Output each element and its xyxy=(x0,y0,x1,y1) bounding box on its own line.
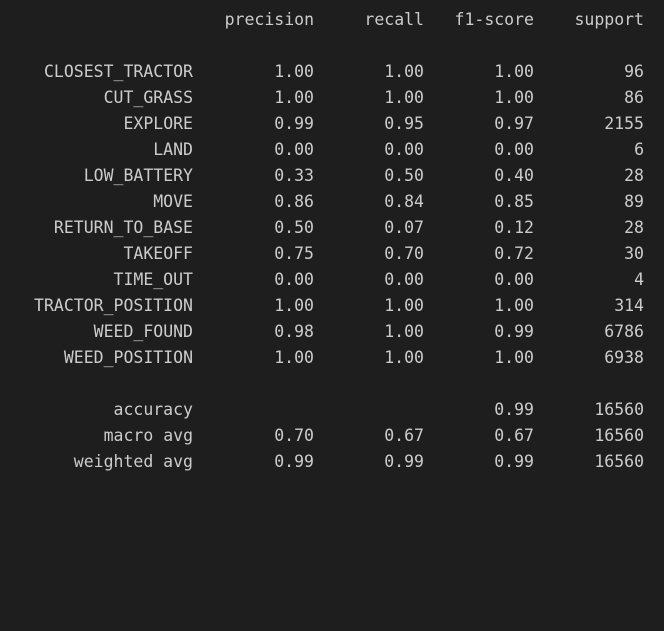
recall-value: 0.84 xyxy=(384,192,424,211)
f1-score-value: 0.99 xyxy=(494,400,534,419)
row-label: WEED_FOUND xyxy=(93,322,193,341)
recall-value: 1.00 xyxy=(384,348,424,367)
row-label: TAKEOFF xyxy=(123,244,193,263)
row-label: CLOSEST_TRACTOR xyxy=(43,62,193,81)
precision-value: 1.00 xyxy=(274,296,314,315)
f1-score-value: 1.00 xyxy=(494,296,534,315)
row-label: WEED_POSITION xyxy=(63,348,193,367)
table-row: WEED_POSITION 1.00 1.00 1.00 6938 xyxy=(0,345,664,371)
support-value: 4 xyxy=(634,270,644,289)
support-value: 16560 xyxy=(594,452,644,471)
recall-value: 0.99 xyxy=(384,452,424,471)
row-label: TIME_OUT xyxy=(113,270,193,289)
recall-value xyxy=(320,397,424,423)
precision-value: 0.99 xyxy=(274,114,314,133)
support-value: 30 xyxy=(624,244,644,263)
support-value: 6786 xyxy=(604,322,644,341)
table-row: TAKEOFF 0.75 0.70 0.72 30 xyxy=(0,241,664,267)
recall-value: 0.00 xyxy=(384,270,424,289)
support-value: 16560 xyxy=(594,426,644,445)
weighted-avg-row: weighted avg 0.99 0.99 0.99 16560 xyxy=(0,449,664,475)
row-label: macro avg xyxy=(103,426,193,445)
f1-score-value: 0.12 xyxy=(494,218,534,237)
table-row: WEED_FOUND 0.98 1.00 0.99 6786 xyxy=(0,319,664,345)
row-label: LOW_BATTERY xyxy=(83,166,193,185)
f1-score-value: 1.00 xyxy=(494,348,534,367)
row-label: RETURN_TO_BASE xyxy=(53,218,193,237)
f1-score-value: 0.00 xyxy=(494,140,534,159)
f1-score-value: 0.67 xyxy=(494,426,534,445)
f1-score-value: 0.00 xyxy=(494,270,534,289)
recall-value: 0.07 xyxy=(384,218,424,237)
row-label: EXPLORE xyxy=(123,114,193,133)
f1-score-value: 0.99 xyxy=(494,322,534,341)
support-header: support xyxy=(574,10,644,29)
table-row: TRACTOR_POSITION 1.00 1.00 1.00 314 xyxy=(0,293,664,319)
recall-header: recall xyxy=(364,10,424,29)
row-label: TRACTOR_POSITION xyxy=(34,296,193,315)
precision-value: 0.00 xyxy=(274,140,314,159)
table-row: LOW_BATTERY 0.33 0.50 0.40 28 xyxy=(0,163,664,189)
recall-value: 1.00 xyxy=(384,296,424,315)
f1-score-header: f1-score xyxy=(454,10,534,29)
table-row: MOVE 0.86 0.84 0.85 89 xyxy=(0,189,664,215)
recall-value: 0.70 xyxy=(384,244,424,263)
support-value: 314 xyxy=(614,296,644,315)
recall-value: 0.00 xyxy=(384,140,424,159)
table-row: TIME_OUT 0.00 0.00 0.00 4 xyxy=(0,267,664,293)
row-label: weighted avg xyxy=(73,452,193,471)
precision-value: 0.70 xyxy=(274,426,314,445)
macro-avg-row: macro avg 0.70 0.67 0.67 16560 xyxy=(0,423,664,449)
support-value: 28 xyxy=(624,166,644,185)
precision-value: 0.98 xyxy=(274,322,314,341)
precision-value: 0.75 xyxy=(274,244,314,263)
precision-value: 0.33 xyxy=(274,166,314,185)
support-value: 89 xyxy=(624,192,644,211)
f1-score-value: 0.40 xyxy=(494,166,534,185)
precision-value: 0.50 xyxy=(274,218,314,237)
precision-value: 0.00 xyxy=(274,270,314,289)
header-row: precision recall f1-score support xyxy=(0,7,664,33)
row-label: LAND xyxy=(153,140,193,159)
table-row: RETURN_TO_BASE 0.50 0.07 0.12 28 xyxy=(0,215,664,241)
precision-value: 1.00 xyxy=(274,62,314,81)
precision-value: 1.00 xyxy=(274,88,314,107)
precision-value: 1.00 xyxy=(274,348,314,367)
row-label: CUT_GRASS xyxy=(103,88,193,107)
accuracy-row: accuracy 0.99 16560 xyxy=(0,397,664,423)
recall-value: 1.00 xyxy=(384,62,424,81)
table-row: LAND 0.00 0.00 0.00 6 xyxy=(0,137,664,163)
table-row: CLOSEST_TRACTOR 1.00 1.00 1.00 96 xyxy=(0,59,664,85)
recall-value: 1.00 xyxy=(384,322,424,341)
precision-value: 0.99 xyxy=(274,452,314,471)
support-value: 6 xyxy=(634,140,644,159)
precision-header: precision xyxy=(224,10,314,29)
row-label: MOVE xyxy=(153,192,193,211)
f1-score-value: 0.72 xyxy=(494,244,534,263)
support-value: 2155 xyxy=(604,114,644,133)
precision-value: 0.86 xyxy=(274,192,314,211)
f1-score-value: 0.99 xyxy=(494,452,534,471)
f1-score-value: 1.00 xyxy=(494,62,534,81)
table-row: CUT_GRASS 1.00 1.00 1.00 86 xyxy=(0,85,664,111)
f1-score-value: 0.85 xyxy=(494,192,534,211)
support-value: 28 xyxy=(624,218,644,237)
recall-value: 0.67 xyxy=(384,426,424,445)
row-label: accuracy xyxy=(113,400,193,419)
table-row: EXPLORE 0.99 0.95 0.97 2155 xyxy=(0,111,664,137)
support-value: 16560 xyxy=(594,400,644,419)
precision-value xyxy=(200,397,314,423)
f1-score-value: 1.00 xyxy=(494,88,534,107)
recall-value: 1.00 xyxy=(384,88,424,107)
classification-report: precision recall f1-score support CLOSES… xyxy=(0,7,664,475)
recall-value: 0.95 xyxy=(384,114,424,133)
f1-score-value: 0.97 xyxy=(494,114,534,133)
support-value: 6938 xyxy=(604,348,644,367)
support-value: 96 xyxy=(624,62,644,81)
support-value: 86 xyxy=(624,88,644,107)
recall-value: 0.50 xyxy=(384,166,424,185)
